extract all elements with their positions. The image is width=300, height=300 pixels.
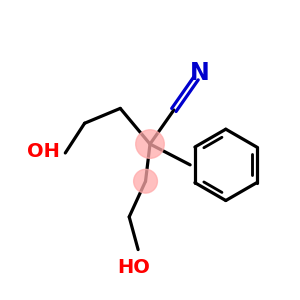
Circle shape <box>134 169 158 193</box>
Circle shape <box>136 130 164 158</box>
Text: HO: HO <box>117 258 150 277</box>
Text: N: N <box>190 61 210 85</box>
Text: OH: OH <box>28 142 60 161</box>
